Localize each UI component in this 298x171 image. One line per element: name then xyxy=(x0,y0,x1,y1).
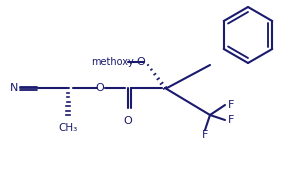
Text: F: F xyxy=(228,100,234,110)
Text: methoxy: methoxy xyxy=(91,57,134,67)
Text: F: F xyxy=(228,115,234,125)
Text: F: F xyxy=(202,130,208,140)
Text: O: O xyxy=(96,83,104,93)
Text: N: N xyxy=(10,83,18,93)
Text: CH₃: CH₃ xyxy=(58,123,77,133)
Text: O: O xyxy=(124,116,132,126)
Text: O: O xyxy=(136,57,145,67)
